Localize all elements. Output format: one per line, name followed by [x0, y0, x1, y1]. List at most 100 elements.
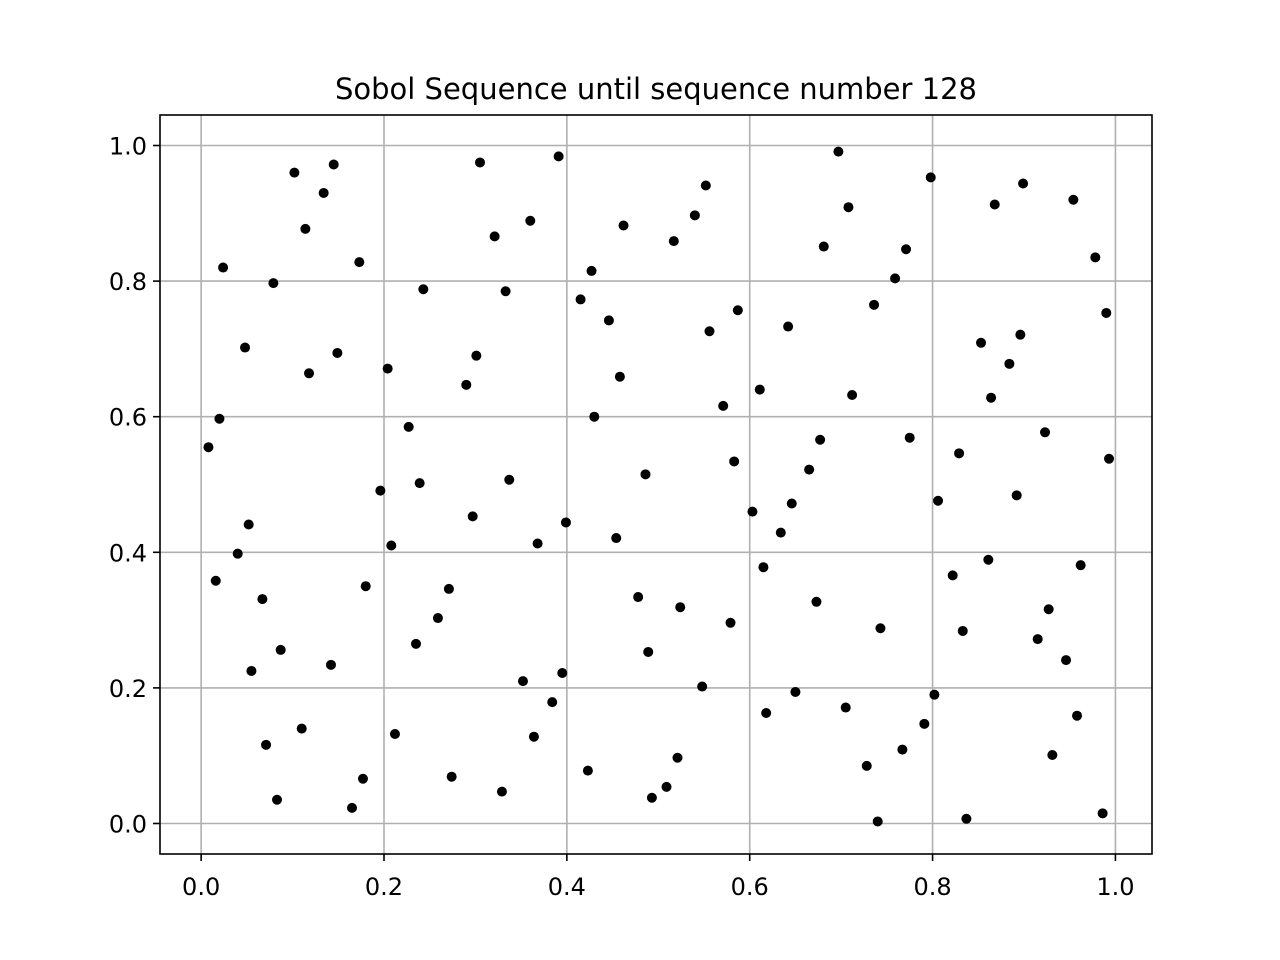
data-point	[704, 326, 715, 337]
data-point	[811, 596, 822, 607]
data-point	[432, 613, 443, 624]
y-tick-label-0: 0.0	[109, 810, 147, 838]
data-point	[986, 392, 997, 403]
data-point	[790, 686, 801, 697]
chart-title: Sobol Sequence until sequence number 128	[335, 72, 977, 106]
data-point	[243, 519, 254, 530]
data-point	[240, 342, 251, 353]
data-point	[332, 347, 343, 358]
y-tick-label-1: 0.2	[109, 675, 147, 703]
data-point	[500, 286, 511, 297]
data-point	[246, 665, 257, 676]
data-point	[1061, 655, 1072, 666]
data-point	[575, 294, 586, 305]
y-tick-label-4: 0.8	[109, 268, 147, 296]
data-point	[904, 432, 915, 443]
data-point	[732, 305, 743, 316]
data-point	[210, 575, 221, 586]
x-tick-label-3: 0.6	[731, 873, 769, 901]
data-point	[1032, 634, 1043, 645]
data-point	[983, 554, 994, 565]
axis-ticks: 0.0 0.2 0.4 0.6 0.8 1.0 0.0 0.2 0.4 0.6 0.8 1.0	[109, 133, 1135, 901]
data-point	[947, 570, 958, 581]
data-point	[643, 646, 654, 657]
data-point	[668, 236, 679, 247]
data-point	[418, 284, 429, 295]
data-point	[257, 594, 268, 605]
data-point	[446, 771, 457, 782]
data-point	[360, 581, 371, 592]
data-point	[1097, 808, 1108, 819]
data-point	[818, 241, 829, 252]
data-point	[275, 644, 286, 655]
data-point	[461, 379, 472, 390]
data-point	[646, 792, 657, 803]
y-tick-label-2: 0.4	[109, 539, 147, 567]
data-point	[304, 368, 315, 379]
data-point	[989, 199, 1000, 210]
data-point	[268, 278, 279, 289]
data-point	[954, 448, 965, 459]
data-point	[729, 456, 740, 467]
data-point	[761, 707, 772, 718]
data-point	[389, 728, 400, 739]
data-points	[203, 146, 1115, 827]
y-tick-label-5: 1.0	[109, 133, 147, 161]
data-point	[869, 299, 880, 310]
axes-frame	[159, 114, 1153, 855]
data-point	[754, 384, 765, 395]
data-point	[840, 702, 851, 713]
data-point	[611, 533, 622, 544]
x-tick-label-4: 0.8	[913, 873, 951, 901]
data-point	[1015, 329, 1026, 340]
data-point	[467, 511, 478, 522]
data-point	[1090, 252, 1101, 263]
data-point	[1104, 453, 1115, 464]
data-point	[618, 220, 629, 231]
data-point	[560, 517, 571, 528]
data-point	[661, 781, 672, 792]
data-point	[815, 434, 826, 445]
data-point	[471, 350, 482, 361]
data-point	[553, 151, 564, 162]
data-point	[557, 667, 568, 678]
data-point	[586, 265, 597, 276]
data-point	[925, 172, 936, 183]
data-point	[725, 617, 736, 628]
data-point	[547, 697, 558, 708]
data-point	[929, 689, 940, 700]
data-point	[700, 180, 711, 191]
data-point	[640, 469, 651, 480]
data-point	[804, 464, 815, 475]
data-point	[1011, 490, 1022, 501]
data-point	[300, 223, 311, 234]
data-point	[325, 659, 336, 670]
data-point	[354, 257, 365, 268]
data-point	[897, 744, 908, 755]
data-point	[833, 146, 844, 157]
data-point	[672, 752, 683, 763]
data-point	[375, 485, 386, 496]
data-point	[675, 602, 686, 613]
data-point	[614, 371, 625, 382]
data-point	[861, 760, 872, 771]
y-tick-label-3: 0.6	[109, 404, 147, 432]
data-point	[203, 442, 214, 453]
data-point	[475, 157, 485, 168]
data-point	[1043, 604, 1054, 615]
data-point	[890, 273, 901, 284]
data-point	[1004, 358, 1015, 369]
data-point	[347, 802, 357, 813]
x-tick-label-0: 0.0	[182, 873, 220, 901]
data-point	[1040, 427, 1051, 438]
data-point	[496, 786, 507, 797]
data-point	[775, 527, 786, 538]
data-point	[403, 421, 414, 432]
data-point	[517, 676, 528, 687]
data-point	[1101, 307, 1112, 318]
data-point	[443, 583, 454, 594]
data-point	[382, 363, 393, 374]
x-tick-label-1: 0.2	[365, 873, 403, 901]
